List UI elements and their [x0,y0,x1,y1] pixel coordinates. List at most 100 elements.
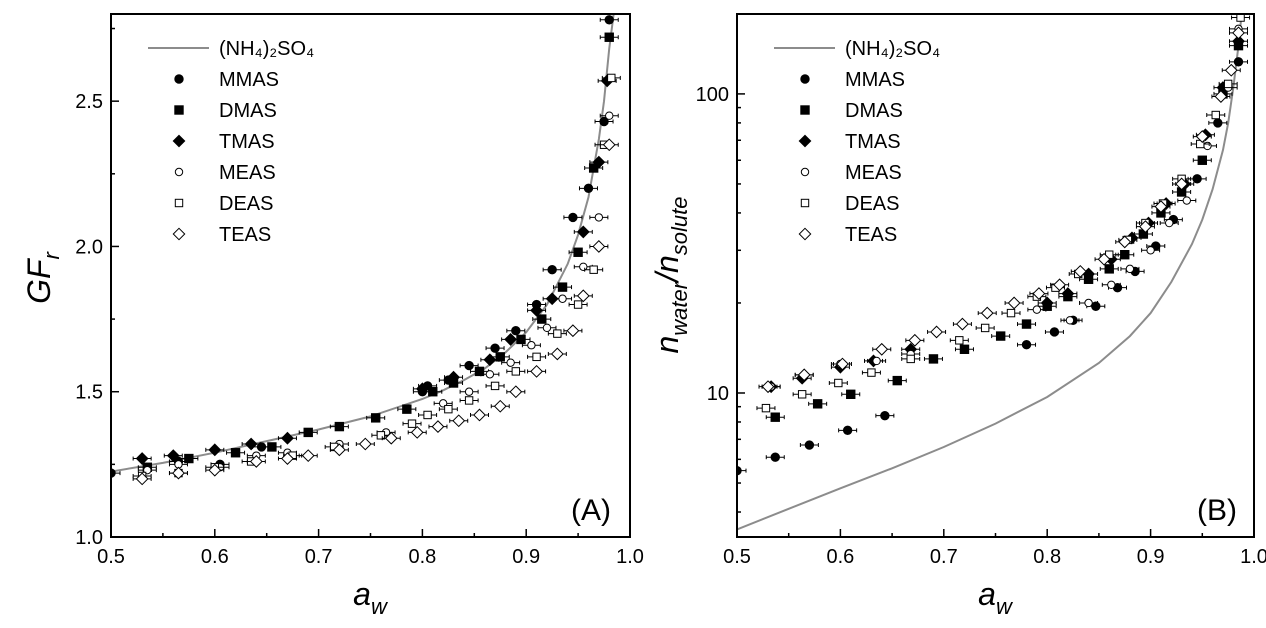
data-point-meas [506,358,515,367]
x-axis-title-main: a [353,576,371,612]
reference-curve-ammonium-sulfate [737,14,1243,531]
data-point-dmas [557,282,568,292]
data-point-tmas [576,225,590,239]
data-point-deas [607,73,616,83]
data-point-dmas [573,247,583,257]
series-mmas [737,57,1248,476]
data-point-mmas [770,452,780,462]
data-point-dmas [334,421,345,432]
data-point-tmas [447,370,460,384]
data-point-teas [281,452,294,465]
data-point-mmas [842,425,853,436]
legend-label: (NH₄)₂SO₄ [845,38,940,60]
data-point-teas [249,455,263,468]
x-axis-title-subscript: w [996,594,1014,619]
panel-a: 0.5 0.6 0.7 0.8 0.9 1.0 1.0 1.5 2.0 2.5 (NH₄)₂SO₄… [21,13,644,619]
data-point-teas [410,425,424,439]
data-point-dmas [588,163,599,173]
data-point-tmas [483,353,497,367]
legend-label: TMAS [219,131,275,153]
panel-b: 0.5 0.6 0.7 0.8 0.9 1.0 10 100 (NH₄)₂SO₄ MMAS DMA… [649,13,1266,619]
data-point-meas [1165,218,1174,228]
data-point-teas [797,368,811,382]
legend-marker-dmas [800,105,810,115]
data-point-mmas [464,360,474,371]
data-point-meas [1032,305,1042,314]
data-point-meas [605,111,614,120]
legend-label: TEAS [219,224,271,246]
series-teas [758,26,1248,394]
data-point-deas [553,329,562,338]
x-tick-label: 0.8 [408,546,436,568]
data-point-deas [423,410,432,420]
data-point-meas [1182,196,1191,205]
data-point-teas [576,289,590,303]
data-point-teas [384,431,398,445]
data-point-tmas [592,155,606,169]
data-point-deas [407,419,417,428]
data-point-teas [135,472,149,486]
data-point-dmas [846,389,856,399]
x-tick-label: 0.5 [97,546,125,568]
plot-frame-b [736,13,1255,538]
x-tick-label: 0.6 [826,546,854,568]
reference-curve-layer [737,14,1243,531]
data-point-tmas [415,382,429,396]
data-point-deas [376,431,386,440]
data-point-teas [761,380,775,394]
legend-label: DMAS [845,100,903,122]
data-point-teas [1073,264,1087,278]
data-point-teas [1195,130,1209,143]
data-point-mmas [604,15,614,25]
y-axis-title-subscript-water: water [667,280,692,335]
data-point-tmas [504,333,518,346]
x-axis-title-a: aw [353,576,389,619]
legend-marker-meas [174,167,184,177]
data-point-mmas [737,465,742,476]
data-point-deas [1211,110,1220,120]
data-point-deas [444,404,453,414]
data-point-tmas [244,437,258,451]
data-point-teas [1154,200,1168,213]
data-point-dmas [1197,155,1207,165]
x-axis-title-b: aw [978,576,1014,619]
legend-label: MEAS [845,162,902,184]
legend-marker-deas [800,198,810,208]
data-point-teas [956,317,969,331]
data-point-dmas [959,344,970,354]
data-point-dmas [604,32,614,42]
legend-marker-tmas [798,134,812,148]
legend-marker-teas [798,227,812,241]
data-point-teas [1032,287,1046,300]
data-point-teas [473,408,486,422]
series-dmas [137,32,619,472]
data-point-teas [1139,220,1152,234]
data-point-teas [1175,177,1189,191]
data-point-tmas [208,443,222,457]
data-point-meas [594,213,604,222]
y-axis-title-main: GF [21,257,57,304]
data-point-teas [1232,26,1245,40]
legend-label: MEAS [219,162,276,184]
data-point-teas [930,325,943,339]
data-point-dmas [1120,249,1130,260]
data-point-deas [464,396,474,405]
data-point-meas [1146,246,1155,255]
data-point-dmas [267,442,277,452]
legend-label: MMAS [845,69,905,91]
data-point-deas [1236,14,1245,22]
legend-label: DMAS [219,100,277,122]
data-point-teas [1118,235,1132,249]
data-point-teas [1097,252,1111,266]
data-point-meas [527,341,536,350]
data-point-tmas [166,449,180,463]
legend-label: TMAS [845,131,901,153]
data-point-dmas [1104,264,1114,274]
data-point-tmas [545,292,559,306]
data-point-teas [509,385,523,399]
data-point-teas [1007,296,1021,310]
data-point-tmas [530,303,543,317]
series-tmas [132,74,617,465]
data-point-teas [1214,90,1228,103]
data-point-deas [490,381,500,391]
